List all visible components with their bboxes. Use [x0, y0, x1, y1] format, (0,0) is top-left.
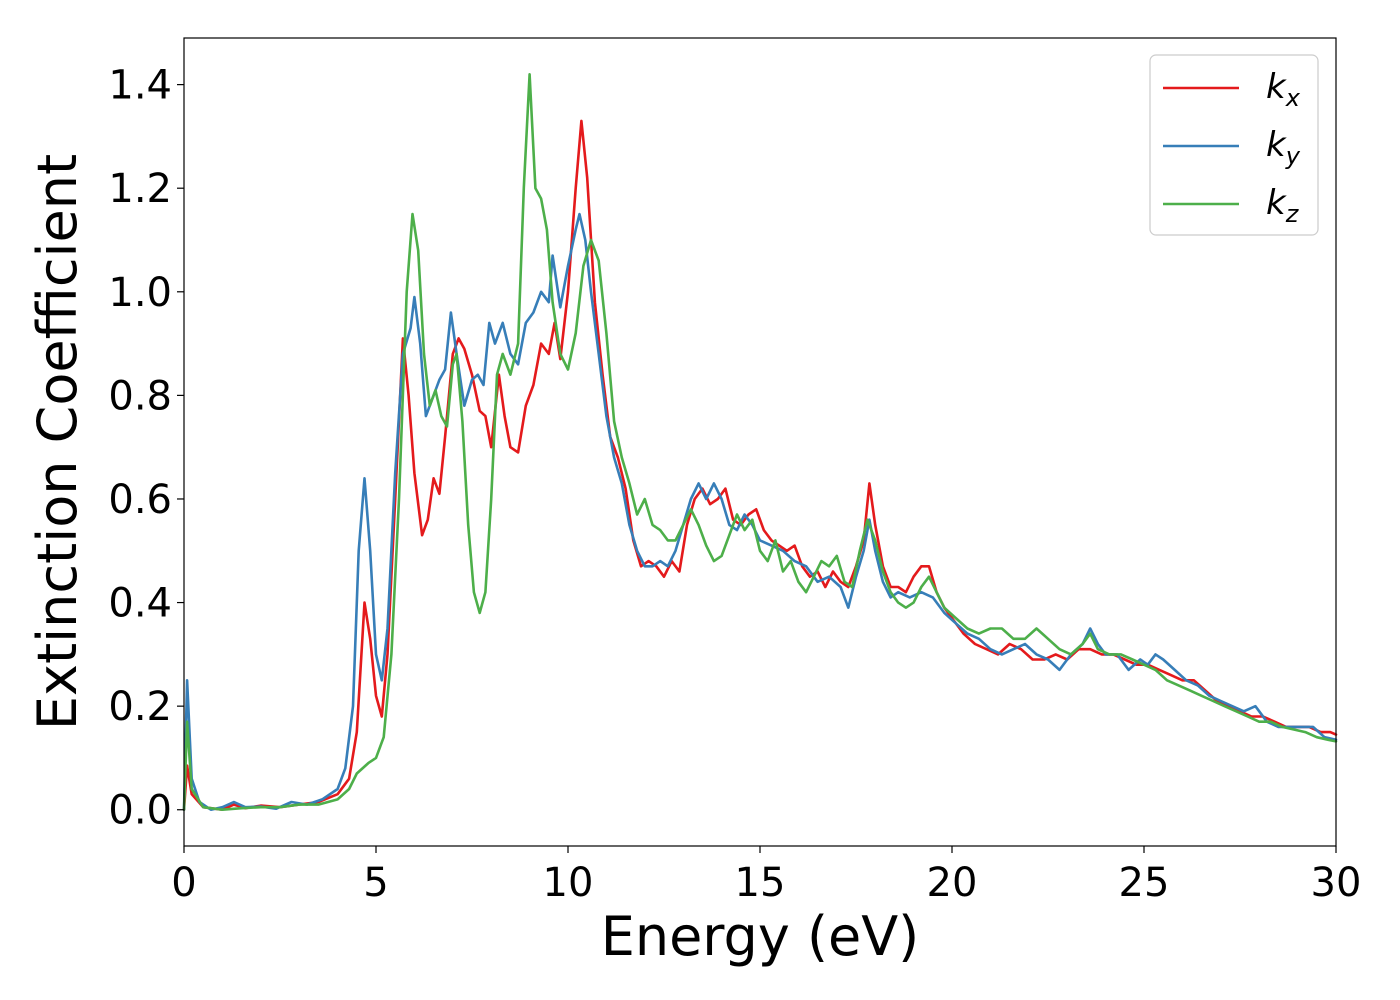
- legend-label-subscript: z: [1285, 200, 1300, 228]
- series-line-kz: [182, 73, 1338, 811]
- x-tick-label: 30: [1311, 860, 1362, 906]
- x-tick-label: 10: [543, 860, 594, 906]
- y-tick-label: 0.0: [108, 788, 172, 834]
- x-tick-label: 25: [1119, 860, 1170, 906]
- legend-label-subscript: y: [1285, 142, 1301, 170]
- legend-label-main: k: [1266, 125, 1287, 165]
- x-tick-label: 15: [735, 860, 786, 906]
- legend-label-main: k: [1266, 67, 1287, 107]
- y-tick-label: 0.2: [108, 684, 172, 730]
- legend-label-subscript: x: [1285, 84, 1301, 112]
- x-axis-title: Energy (eV): [601, 905, 920, 968]
- x-tick-label: 20: [927, 860, 978, 906]
- y-tick-label: 1.2: [108, 166, 172, 212]
- series-line-ky: [182, 212, 1338, 811]
- legend-label-kx: kx: [1266, 67, 1301, 112]
- x-tick-label: 0: [171, 860, 196, 906]
- y-axis-title: Extinction Coefficient: [26, 154, 89, 730]
- y-tick-label: 0.8: [108, 373, 172, 419]
- legend-label-kz: kz: [1266, 183, 1300, 228]
- series-layer: [182, 73, 1338, 811]
- series-line-kx: [182, 119, 1338, 811]
- y-tick-label: 1.0: [108, 270, 172, 316]
- x-axis-ticks: 0 5 10 15 20 25 30: [171, 846, 1361, 906]
- y-tick-label: 0.4: [108, 581, 172, 627]
- x-tick-label: 5: [363, 860, 388, 906]
- y-tick-label: 0.6: [108, 477, 172, 523]
- y-tick-label: 1.4: [108, 63, 172, 109]
- y-axis-ticks: 0.0 0.2 0.4 0.6 0.8 1.0 1.2 1.4: [108, 63, 184, 834]
- legend-label-main: k: [1266, 183, 1287, 223]
- legend-label-ky: ky: [1266, 125, 1301, 170]
